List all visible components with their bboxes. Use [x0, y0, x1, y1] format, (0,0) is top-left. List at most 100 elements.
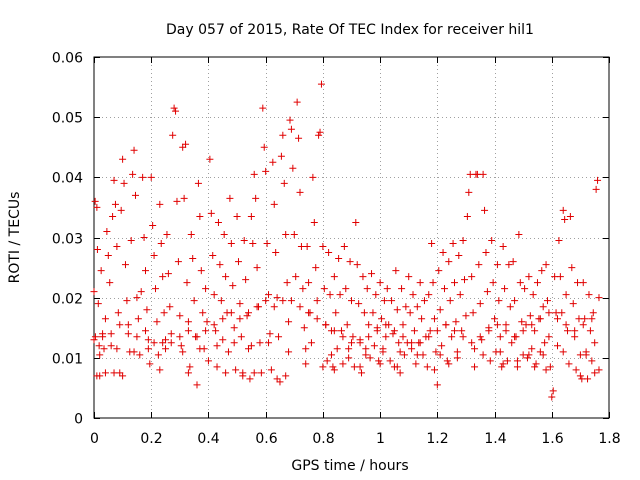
data-point [486, 357, 494, 365]
y-tick-label: 0.02 [52, 292, 83, 308]
data-point [130, 146, 138, 154]
data-point [312, 264, 320, 272]
data-point [216, 261, 224, 269]
data-point [202, 327, 210, 335]
data-point [280, 179, 288, 187]
data-point [399, 333, 407, 341]
data-point [408, 339, 416, 347]
data-point [576, 372, 584, 380]
data-point [476, 300, 484, 308]
data-point [362, 345, 370, 353]
data-point [224, 348, 232, 356]
data-point [236, 315, 244, 323]
data-point [353, 261, 361, 269]
data-point [542, 261, 550, 269]
data-point [123, 297, 131, 305]
data-point [469, 309, 477, 317]
data-point [365, 333, 373, 341]
data-point [429, 279, 437, 287]
data-point [296, 188, 304, 196]
data-point [327, 351, 335, 359]
data-point [545, 333, 553, 341]
data-point [133, 333, 141, 341]
y-axis-label: ROTI / TECUs [7, 192, 23, 284]
data-point [153, 318, 161, 326]
data-point [558, 309, 566, 317]
data-point [319, 243, 327, 251]
data-point [180, 194, 188, 202]
data-point [94, 300, 102, 308]
data-point [462, 312, 470, 320]
y-tick-label: 0.01 [52, 352, 83, 368]
data-point [456, 291, 464, 299]
data-point [273, 375, 281, 383]
data-point [445, 360, 453, 368]
data-point [482, 249, 490, 257]
data-point [213, 342, 221, 350]
data-point [579, 279, 587, 287]
data-point [554, 315, 561, 323]
data-point [172, 107, 180, 115]
data-point [451, 327, 458, 335]
data-point [100, 345, 108, 353]
y-tick-label: 0.05 [52, 111, 83, 127]
data-point [256, 339, 264, 347]
data-point [166, 303, 174, 311]
data-point [146, 360, 154, 368]
data-point [101, 315, 109, 323]
data-point [340, 243, 348, 251]
x-tick-label: 0.4 [197, 431, 219, 447]
data-point [511, 297, 519, 305]
data-point [106, 279, 114, 287]
data-point [267, 366, 275, 374]
data-point [176, 333, 184, 341]
data-point [452, 318, 460, 326]
data-point [177, 342, 185, 350]
data-point [272, 249, 280, 257]
data-point [270, 200, 278, 208]
data-point [186, 363, 194, 371]
data-point [475, 261, 483, 269]
data-point [296, 303, 304, 311]
data-point [493, 321, 501, 329]
data-point [279, 131, 287, 139]
data-point [154, 351, 162, 359]
data-point [433, 381, 441, 389]
data-point [436, 306, 444, 314]
data-point [531, 327, 539, 335]
data-point [521, 285, 529, 293]
data-point [410, 327, 418, 335]
data-point [513, 363, 521, 371]
data-point [299, 285, 307, 293]
data-point [333, 345, 341, 353]
data-point [539, 303, 547, 311]
data-point [90, 288, 98, 296]
data-point [300, 324, 308, 332]
x-tick-label: 1 [376, 431, 385, 447]
data-point [536, 348, 544, 356]
data-points [90, 80, 603, 401]
data-point [95, 342, 103, 350]
x-tick-label: 1.4 [484, 431, 506, 447]
data-point [330, 273, 338, 281]
data-point [212, 327, 220, 335]
data-point [337, 327, 345, 335]
data-point [303, 243, 311, 251]
data-point [302, 360, 310, 368]
data-point [134, 315, 142, 323]
data-point [370, 342, 378, 350]
data-point [222, 273, 230, 281]
data-point [519, 327, 527, 335]
data-point [285, 348, 293, 356]
data-point [290, 230, 298, 238]
data-point [481, 206, 489, 214]
data-point [222, 369, 230, 377]
data-point [190, 297, 198, 305]
data-point [345, 345, 353, 353]
data-point [360, 309, 368, 317]
data-point [150, 339, 158, 347]
data-point [289, 164, 297, 172]
data-point [326, 291, 334, 299]
data-point [425, 333, 433, 341]
data-point [471, 363, 479, 371]
